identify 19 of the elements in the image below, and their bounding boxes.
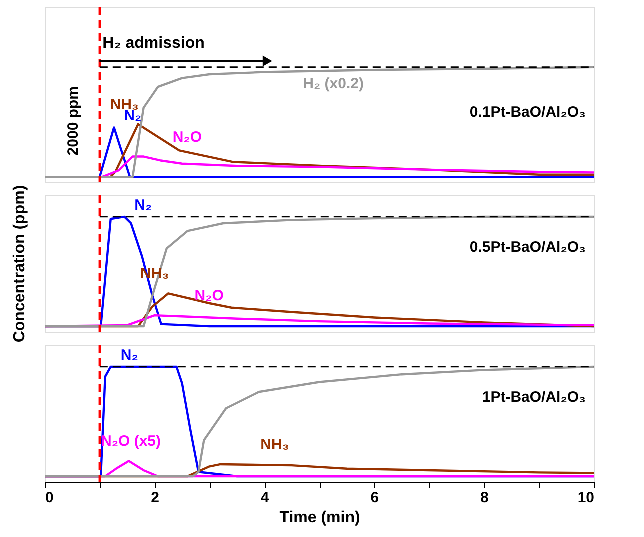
series-label: N₂ bbox=[120, 346, 138, 364]
annotation: 2000 ppm bbox=[65, 86, 82, 156]
annotation: H₂ admission bbox=[102, 35, 205, 52]
series-label: H₂ (x0.2) bbox=[303, 75, 364, 92]
x-tick-label: 10 bbox=[578, 490, 594, 506]
text: 0.1Pt-BaO/Al₂O₃ bbox=[470, 104, 586, 121]
series-label: N₂O bbox=[194, 288, 224, 305]
x-tick-label: 0 bbox=[46, 490, 54, 506]
x-tick-label: 2 bbox=[151, 490, 160, 506]
text: 1Pt-BaO/Al₂O₃ bbox=[482, 389, 586, 406]
series-label: NH₃ bbox=[260, 436, 290, 454]
x-tick-label: 6 bbox=[370, 490, 380, 506]
x-tick-label: 8 bbox=[480, 490, 489, 506]
y-axis-title: Concentration (ppm) bbox=[12, 185, 28, 343]
series-label: N₂O bbox=[172, 128, 202, 146]
series-label: N₂ bbox=[134, 196, 152, 214]
x-tick-label: 4 bbox=[260, 490, 270, 506]
text: 0.5Pt-BaO/Al₂O₃ bbox=[470, 239, 586, 256]
x-axis-title: Time (min) bbox=[280, 510, 360, 526]
